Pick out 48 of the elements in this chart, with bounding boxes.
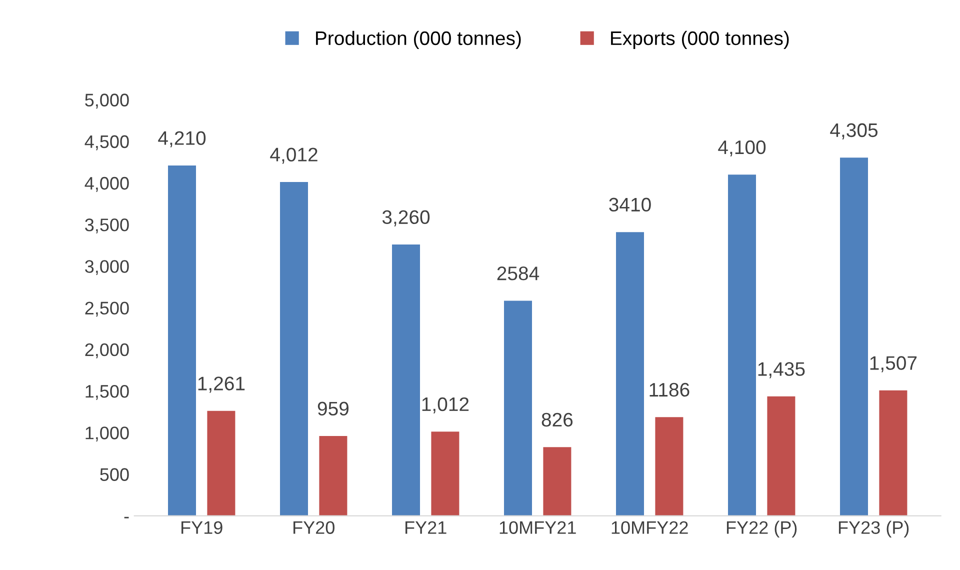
y-tick-label: 4,500 — [84, 135, 129, 150]
data-label: 1,012 — [422, 397, 469, 414]
legend-label: Production (000 tonnes) — [316, 30, 521, 49]
y-tick-label: 3,500 — [85, 218, 129, 234]
bar — [655, 417, 684, 516]
bar — [168, 165, 196, 516]
y-tick-label: - — [124, 516, 129, 518]
bar — [767, 396, 796, 516]
x-tick-label: FY23 (P) — [838, 520, 909, 538]
y-tick-label: 500 — [100, 468, 129, 481]
bar — [431, 432, 460, 516]
bar — [392, 244, 420, 516]
data-label: 826 — [542, 412, 573, 427]
data-label: 1,435 — [758, 362, 805, 378]
y-tick-label: 5,000 — [85, 94, 129, 109]
bar — [728, 174, 756, 516]
bar — [840, 158, 868, 516]
data-label: 2584 — [497, 266, 540, 280]
data-label: 1,507 — [870, 356, 917, 372]
y-tick-label: 2,000 — [85, 343, 129, 358]
data-label: 4,012 — [270, 148, 318, 164]
bar — [616, 232, 644, 516]
data-label: 3,260 — [382, 210, 430, 226]
x-tick-label: 10MFY21 — [500, 521, 576, 534]
data-label: 4,305 — [830, 123, 878, 140]
data-label: 959 — [318, 402, 348, 416]
x-tick-label: FY21 — [406, 521, 446, 534]
x-tick-label: FY22 (P) — [726, 520, 797, 538]
bar — [504, 300, 532, 516]
data-label: 3410 — [609, 198, 651, 212]
bar — [879, 390, 908, 516]
legend-label: Exports (000 tonnes) — [611, 30, 789, 49]
bar — [280, 182, 308, 516]
x-tick-label: 10MFY22 — [612, 521, 688, 534]
bar — [319, 436, 348, 516]
y-tick-label: 4,000 — [84, 176, 129, 192]
data-label: 4,100 — [718, 140, 766, 156]
y-tick-label: 3,000 — [85, 260, 129, 276]
data-label: 4,210 — [158, 131, 206, 148]
data-label: 1186 — [650, 382, 690, 397]
bar — [543, 447, 572, 516]
y-tick-label: 1,000 — [86, 426, 129, 442]
bar — [207, 410, 236, 516]
data-label: 1,261 — [198, 376, 245, 393]
x-tick-label: FY19 — [182, 521, 222, 534]
y-tick-label: 1,500 — [86, 384, 129, 400]
y-tick-label: 2,500 — [85, 302, 129, 317]
x-tick-label: FY20 — [294, 521, 334, 534]
